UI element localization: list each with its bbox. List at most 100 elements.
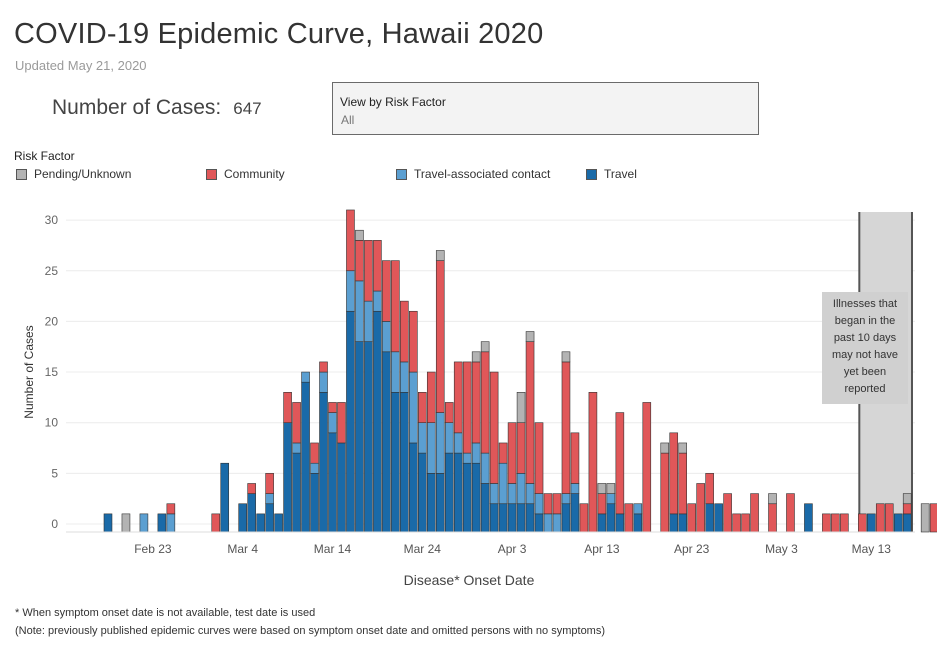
legend-label: Travel-associated contact — [414, 167, 551, 181]
bar-contact — [265, 493, 274, 505]
annotation-text: past 10 days — [834, 332, 897, 344]
bar-pending — [355, 229, 364, 241]
annotation-text: yet been — [844, 366, 886, 378]
community-swatch-icon — [206, 168, 217, 180]
bar-community — [355, 240, 364, 282]
bar-pending — [561, 351, 571, 363]
bar-community — [337, 402, 346, 444]
page-title: COVID-19 Epidemic Curve, Hawaii 2020 — [14, 18, 544, 50]
y-tick-label: 10 — [45, 416, 59, 430]
legend-item-community[interactable]: Community — [206, 167, 285, 181]
x-tick-label: Mar 24 — [404, 542, 442, 556]
bar-community — [364, 240, 373, 302]
bar-contact — [543, 513, 553, 533]
bar-community — [507, 422, 517, 484]
footnote-2: (Note: previously published epidemic cur… — [15, 625, 606, 637]
bar-community — [543, 493, 553, 515]
bar-travel — [328, 432, 337, 533]
bar-travel — [516, 503, 526, 533]
bar-contact — [606, 493, 616, 505]
bar-contact — [480, 452, 490, 484]
bar-travel — [714, 503, 723, 533]
bar-contact — [525, 483, 535, 505]
legend-item-travel-contact[interactable]: Travel-associated contact — [396, 167, 550, 181]
bar-community — [768, 503, 777, 533]
bar-travel — [534, 513, 544, 533]
bar-travel — [274, 513, 283, 533]
annotation-text: may not have — [832, 349, 898, 361]
bar-contact — [426, 422, 436, 474]
bar-contact — [498, 462, 508, 505]
bar-community — [750, 493, 759, 533]
y-tick-label: 5 — [51, 466, 58, 480]
x-tick-label: Apr 23 — [674, 542, 710, 556]
y-tick-label: 15 — [45, 365, 59, 379]
legend-item-pending[interactable]: Pending/Unknown — [16, 167, 131, 181]
bar-contact — [310, 462, 319, 474]
bar-community — [552, 493, 562, 515]
bar-travel — [391, 392, 400, 533]
bar-community — [292, 402, 301, 444]
bar-contact — [534, 493, 544, 515]
bar-contact — [570, 483, 580, 494]
y-tick-label: 0 — [51, 517, 58, 531]
bar-community — [696, 483, 705, 533]
bar-travel — [705, 503, 714, 533]
bar-travel — [355, 341, 364, 533]
legend-title: Risk Factor — [14, 149, 75, 163]
annotation-text: reported — [845, 383, 886, 395]
bar-community — [319, 361, 328, 373]
x-tick-label: May 3 — [765, 542, 798, 556]
bar-community — [561, 361, 571, 494]
bar-community — [409, 310, 418, 373]
bar-pending — [525, 331, 535, 342]
bar-contact — [453, 432, 463, 454]
bar-travel — [444, 452, 454, 533]
bar-travel — [265, 503, 274, 533]
x-tick-label: Mar 14 — [314, 542, 352, 556]
x-tick-label: Apr 13 — [584, 542, 620, 556]
bar-pending — [121, 513, 131, 533]
bar-community — [453, 361, 463, 434]
contact-swatch-icon — [396, 168, 407, 180]
bar-travel — [256, 513, 265, 533]
y-tick-label: 20 — [45, 314, 59, 328]
bar-contact — [364, 300, 373, 342]
bar-pending — [606, 483, 616, 494]
bar-travel — [606, 503, 616, 533]
bar-contact — [633, 503, 643, 515]
annotation-text: began in the — [835, 315, 896, 327]
bar-contact — [435, 412, 445, 474]
x-tick-label: Mar 4 — [227, 542, 258, 556]
y-tick-label: 25 — [45, 264, 59, 278]
bar-community — [373, 240, 382, 292]
bar-community — [929, 503, 937, 533]
bar-pending — [435, 250, 445, 261]
bar-travel — [480, 483, 490, 533]
bar-contact — [409, 371, 418, 444]
bar-community — [669, 432, 679, 515]
bar-community — [687, 503, 696, 533]
bar-community — [660, 452, 670, 533]
y-axis-title: Number of Cases — [22, 325, 36, 418]
bar-travel — [247, 493, 256, 533]
bar-contact — [489, 483, 499, 505]
bar-travel — [417, 452, 427, 533]
bar-community — [741, 513, 750, 533]
bar-community — [831, 513, 840, 533]
risk-factor-filter[interactable]: View by Risk Factor All — [332, 82, 759, 135]
filter-value[interactable]: All — [341, 113, 355, 127]
bar-travel — [633, 513, 643, 533]
case-count: Number of Cases: 647 — [52, 96, 262, 120]
bar-community — [166, 503, 176, 515]
legend-item-travel[interactable]: Travel — [586, 167, 637, 181]
bar-contact — [391, 351, 400, 393]
annotation-box — [822, 292, 908, 404]
bar-travel — [893, 513, 903, 533]
bar-community — [426, 371, 436, 423]
bar-community — [283, 392, 292, 423]
bar-community — [902, 503, 912, 515]
bar-travel — [462, 462, 472, 533]
bar-travel — [364, 341, 373, 533]
